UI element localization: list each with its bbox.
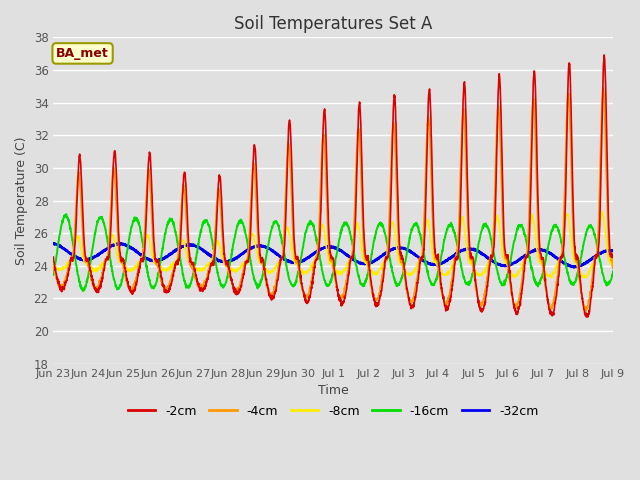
-16cm <box>502 276 510 282</box>
-4cm <box>502 254 509 260</box>
-32cm <box>602 248 609 254</box>
-16cm <box>609 269 617 275</box>
-32cm <box>106 244 113 250</box>
-8cm <box>581 275 589 281</box>
X-axis label: Time: Time <box>318 384 349 397</box>
-8cm <box>49 263 57 268</box>
Line: -32cm: -32cm <box>53 243 613 267</box>
-16cm <box>367 254 375 260</box>
-8cm <box>533 248 541 253</box>
-2cm <box>49 254 57 260</box>
-2cm <box>609 252 617 257</box>
Line: -16cm: -16cm <box>53 214 613 291</box>
-8cm <box>226 266 234 272</box>
-2cm <box>582 314 590 320</box>
-4cm <box>602 134 609 140</box>
-32cm <box>227 258 234 264</box>
-16cm <box>602 279 609 285</box>
-8cm <box>367 268 374 274</box>
Text: BA_met: BA_met <box>56 47 109 60</box>
-8cm <box>602 231 609 237</box>
Line: -8cm: -8cm <box>53 212 613 278</box>
-16cm <box>63 211 70 217</box>
Line: -2cm: -2cm <box>53 55 613 317</box>
Title: Soil Temperatures Set A: Soil Temperatures Set A <box>234 15 433 33</box>
-16cm <box>49 272 57 278</box>
-4cm <box>367 283 374 288</box>
-32cm <box>534 247 541 253</box>
-16cm <box>79 288 87 294</box>
-32cm <box>609 248 617 254</box>
-4cm <box>609 265 617 271</box>
-4cm <box>533 202 541 208</box>
-32cm <box>502 263 509 269</box>
-4cm <box>226 275 234 281</box>
-2cm <box>600 52 608 58</box>
-2cm <box>226 268 234 274</box>
-16cm <box>106 253 114 259</box>
-4cm <box>600 85 607 91</box>
Line: -4cm: -4cm <box>53 88 613 312</box>
-2cm <box>533 163 541 168</box>
-32cm <box>50 240 58 246</box>
-8cm <box>598 209 606 215</box>
-2cm <box>502 252 509 258</box>
-32cm <box>367 260 375 266</box>
-32cm <box>49 240 57 246</box>
-8cm <box>609 264 617 270</box>
-2cm <box>106 250 113 255</box>
-4cm <box>106 235 113 240</box>
-16cm <box>534 282 541 288</box>
-2cm <box>602 76 609 82</box>
Legend: -2cm, -4cm, -8cm, -16cm, -32cm: -2cm, -4cm, -8cm, -16cm, -32cm <box>123 400 543 423</box>
-16cm <box>227 257 234 263</box>
-4cm <box>49 264 57 270</box>
Y-axis label: Soil Temperature (C): Soil Temperature (C) <box>15 136 28 265</box>
-32cm <box>570 264 578 270</box>
-8cm <box>106 244 113 250</box>
-8cm <box>502 260 509 265</box>
-2cm <box>367 276 374 281</box>
-4cm <box>582 309 589 314</box>
